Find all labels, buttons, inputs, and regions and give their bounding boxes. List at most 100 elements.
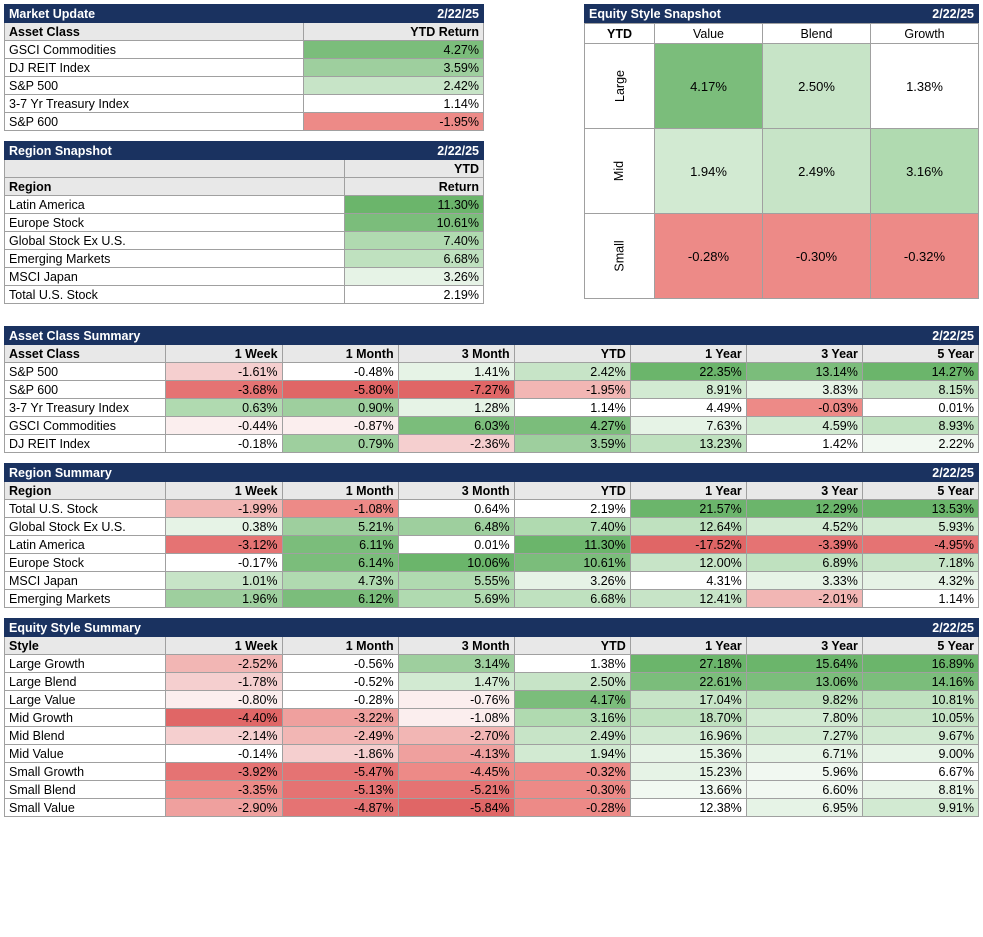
region-snapshot-header: Region Snapshot 2/22/25 xyxy=(5,142,484,160)
table-row: S&P 600-1.95% xyxy=(5,113,484,131)
data-cell: 1.14% xyxy=(514,399,630,417)
equity-style-summary-table: Equity Style Summary2/22/25Style1 Week1 … xyxy=(4,618,979,817)
data-cell: 7.80% xyxy=(746,709,862,727)
data-cell: 6.11% xyxy=(282,536,398,554)
data-cell: -2.36% xyxy=(398,435,514,453)
period-col: 1 Week xyxy=(166,637,282,655)
data-cell: 2.49% xyxy=(514,727,630,745)
region-summary-table: Region Summary2/22/25Region1 Week1 Month… xyxy=(4,463,979,608)
data-cell: 12.29% xyxy=(746,500,862,518)
section-title: Equity Style Summary xyxy=(5,619,863,637)
data-cell: 0.63% xyxy=(166,399,282,417)
asset-value: 1.14% xyxy=(303,95,483,113)
data-cell: 4.73% xyxy=(282,572,398,590)
data-cell: 15.23% xyxy=(630,763,746,781)
data-cell: 0.01% xyxy=(862,399,978,417)
data-cell: 10.06% xyxy=(398,554,514,572)
period-col: 3 Year xyxy=(746,637,862,655)
market-update-title: Market Update xyxy=(5,5,304,23)
section-date: 2/22/25 xyxy=(862,619,978,637)
data-cell: 8.93% xyxy=(862,417,978,435)
section-date: 2/22/25 xyxy=(862,327,978,345)
data-cell: 1.96% xyxy=(166,590,282,608)
data-cell: -1.08% xyxy=(398,709,514,727)
data-cell: 3.33% xyxy=(746,572,862,590)
style-grid-row: Mid1.94%2.49%3.16% xyxy=(585,129,979,214)
data-cell: -0.18% xyxy=(166,435,282,453)
data-cell: 16.96% xyxy=(630,727,746,745)
data-cell: 6.89% xyxy=(746,554,862,572)
label-col: Style xyxy=(5,637,166,655)
region-snapshot-colhdr1: YTD xyxy=(5,160,484,178)
data-cell: 6.71% xyxy=(746,745,862,763)
style-cell: 1.38% xyxy=(871,44,979,129)
data-cell: 12.41% xyxy=(630,590,746,608)
data-cell: 21.57% xyxy=(630,500,746,518)
table-row: Emerging Markets6.68% xyxy=(5,250,484,268)
data-cell: -4.45% xyxy=(398,763,514,781)
summary-colhdr: Asset Class1 Week1 Month3 MonthYTD1 Year… xyxy=(5,345,979,363)
section-title: Asset Class Summary xyxy=(5,327,863,345)
data-cell: 15.64% xyxy=(746,655,862,673)
data-cell: 12.00% xyxy=(630,554,746,572)
data-cell: 6.14% xyxy=(282,554,398,572)
data-cell: 6.12% xyxy=(282,590,398,608)
equity-style-snapshot-table: Equity Style Snapshot 2/22/25 xyxy=(584,4,979,23)
data-cell: 4.32% xyxy=(862,572,978,590)
region-label: MSCI Japan xyxy=(5,268,345,286)
period-col: 3 Month xyxy=(398,482,514,500)
market-update-table: Market Update 2/22/25 Asset Class YTD Re… xyxy=(4,4,484,131)
table-row: Small Blend-3.35%-5.13%-5.21%-0.30%13.66… xyxy=(5,781,979,799)
style-col-growth: Growth xyxy=(871,24,979,44)
data-cell: -2.52% xyxy=(166,655,282,673)
data-cell: 4.31% xyxy=(630,572,746,590)
data-cell: 6.60% xyxy=(746,781,862,799)
table-row: Total U.S. Stock2.19% xyxy=(5,286,484,304)
data-cell: 13.06% xyxy=(746,673,862,691)
region-value: 2.19% xyxy=(344,286,483,304)
data-cell: -0.14% xyxy=(166,745,282,763)
data-cell: 15.36% xyxy=(630,745,746,763)
style-col-blend: Blend xyxy=(763,24,871,44)
data-cell: 3.83% xyxy=(746,381,862,399)
style-grid-row: Small-0.28%-0.30%-0.32% xyxy=(585,214,979,299)
data-cell: 17.04% xyxy=(630,691,746,709)
market-update-colhdr: Asset Class YTD Return xyxy=(5,23,484,41)
table-row: Total U.S. Stock-1.99%-1.08%0.64%2.19%21… xyxy=(5,500,979,518)
period-col: YTD xyxy=(514,345,630,363)
data-cell: -5.80% xyxy=(282,381,398,399)
row-label: Small Value xyxy=(5,799,166,817)
section-header: Equity Style Summary2/22/25 xyxy=(5,619,979,637)
table-row: Emerging Markets1.96%6.12%5.69%6.68%12.4… xyxy=(5,590,979,608)
data-cell: 9.91% xyxy=(862,799,978,817)
data-cell: 13.23% xyxy=(630,435,746,453)
region-snapshot-date: 2/22/25 xyxy=(344,142,483,160)
data-cell: 16.89% xyxy=(862,655,978,673)
region-value: 6.68% xyxy=(344,250,483,268)
asset-label: GSCI Commodities xyxy=(5,41,304,59)
row-label: Global Stock Ex U.S. xyxy=(5,518,166,536)
table-row: Europe Stock10.61% xyxy=(5,214,484,232)
data-cell: -0.52% xyxy=(282,673,398,691)
row-label: 3-7 Yr Treasury Index xyxy=(5,399,166,417)
data-cell: -0.30% xyxy=(514,781,630,799)
data-cell: -0.03% xyxy=(746,399,862,417)
asset-value: 4.27% xyxy=(303,41,483,59)
right-column: Equity Style Snapshot 2/22/25 YTDValueBl… xyxy=(584,4,979,314)
data-cell: 1.47% xyxy=(398,673,514,691)
col-ytd-return: YTD Return xyxy=(303,23,483,41)
data-cell: -1.78% xyxy=(166,673,282,691)
style-cell: 1.94% xyxy=(655,129,763,214)
section-header: Asset Class Summary2/22/25 xyxy=(5,327,979,345)
data-cell: -4.13% xyxy=(398,745,514,763)
row-label: Mid Growth xyxy=(5,709,166,727)
asset-label: S&P 600 xyxy=(5,113,304,131)
table-row: Mid Blend-2.14%-2.49%-2.70%2.49%16.96%7.… xyxy=(5,727,979,745)
data-cell: -0.87% xyxy=(282,417,398,435)
data-cell: -2.49% xyxy=(282,727,398,745)
data-cell: -4.87% xyxy=(282,799,398,817)
data-cell: -1.95% xyxy=(514,381,630,399)
data-cell: 0.90% xyxy=(282,399,398,417)
data-cell: 10.81% xyxy=(862,691,978,709)
row-label: GSCI Commodities xyxy=(5,417,166,435)
